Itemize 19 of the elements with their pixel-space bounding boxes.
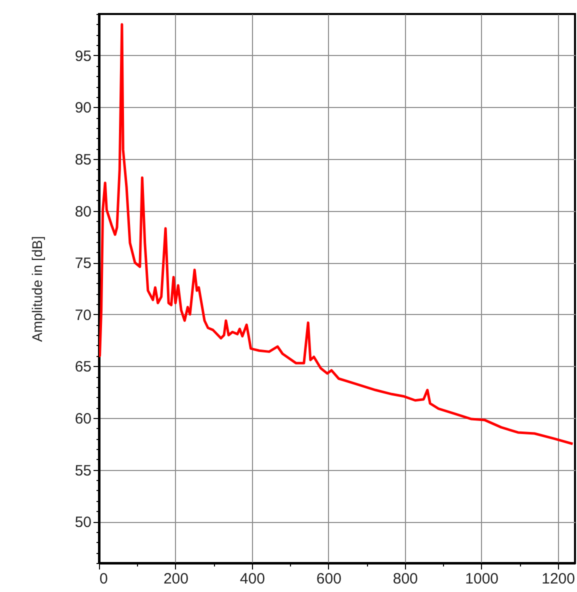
y-tick-label: 80 — [74, 203, 92, 220]
x-tick-label: 1200 — [542, 570, 575, 588]
x-tick-label: 400 — [240, 570, 265, 588]
x-tick-label: 800 — [392, 570, 418, 588]
y-tick-label: 65 — [74, 358, 92, 376]
y-tick-label: 85 — [74, 152, 92, 169]
x-tick-label: 1000 — [465, 570, 499, 588]
y-tick-label: 90 — [74, 100, 92, 117]
x-tick-label: 600 — [316, 570, 342, 588]
y-tick-label: 70 — [74, 306, 92, 324]
line-series — [99, 23, 574, 446]
y-tick-label: 55 — [74, 462, 92, 480]
y-tick-label: 60 — [74, 410, 92, 428]
y-axis-title: Amplitude in [dB] — [28, 236, 45, 342]
x-tick-label: 0 — [100, 570, 108, 588]
y-tick-label: 75 — [74, 255, 92, 272]
y-tick-label: 95 — [74, 48, 92, 65]
y-tick-label: 50 — [74, 514, 92, 532]
x-tick-label: 200 — [163, 570, 188, 588]
